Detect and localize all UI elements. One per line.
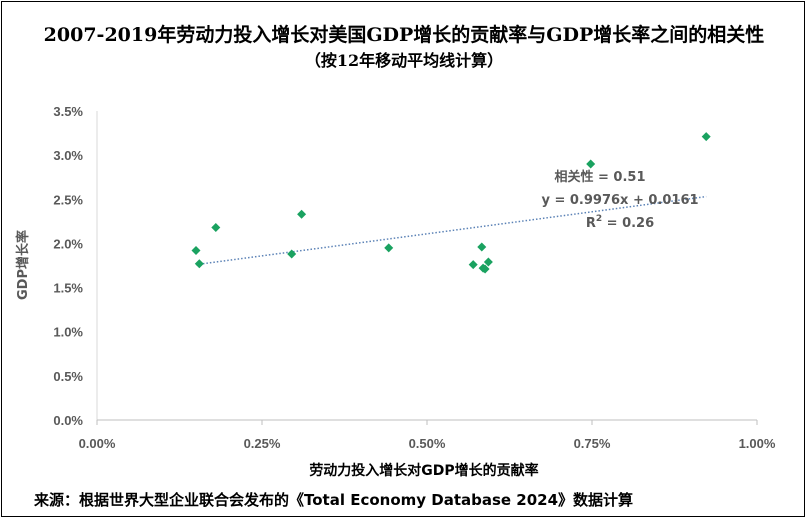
r-squared-label: R2 = 0.26: [586, 214, 654, 231]
y-tick-label: 0.0%: [53, 413, 83, 428]
x-tick-label: 0.25%: [244, 436, 281, 451]
data-point: [211, 223, 221, 233]
data-point: [477, 242, 487, 252]
chart-subtitle: （按12年移动平均线计算）: [305, 51, 503, 70]
x-tick-label: 0.75%: [574, 436, 611, 451]
y-axis-ticks: 0.0% 0.5% 1.0% 1.5% 2.0% 2.5% 3.0% 3.5%: [53, 104, 83, 428]
data-point: [287, 249, 297, 259]
chart-title: 2007-2019年劳动力投入增长对美国GDP增长的贡献率与GDP增长率之间的相…: [44, 23, 765, 46]
x-tick-label: 0.00%: [79, 436, 116, 451]
y-tick-label: 1.5%: [53, 281, 83, 296]
y-tick-label: 1.0%: [53, 325, 83, 340]
data-point: [480, 264, 490, 274]
data-point: [194, 259, 204, 269]
data-point: [297, 209, 307, 219]
data-point: [483, 257, 493, 267]
data-point: [701, 132, 711, 142]
data-point: [586, 159, 596, 169]
data-point: [191, 245, 201, 255]
y-tick-label: 3.0%: [53, 148, 83, 163]
x-axis-title: 劳动力投入增长对GDP增长的贡献率: [309, 462, 538, 479]
x-tick-label: 0.50%: [409, 436, 446, 451]
trendline-equation: y = 0.9976x + 0.0161: [541, 193, 698, 208]
x-tick-label: 1.00%: [739, 436, 776, 451]
y-tick-label: 2.0%: [53, 236, 83, 251]
x-axis-ticks: 0.00% 0.25% 0.50% 0.75% 1.00%: [79, 420, 776, 451]
correlation-label: 相关性 = 0.51: [554, 169, 645, 185]
y-tick-label: 0.5%: [53, 369, 83, 384]
data-points: [191, 132, 711, 274]
data-point: [384, 243, 394, 253]
source-note: 来源：根据世界大型企业联合会发布的《Total Economy Database…: [33, 491, 633, 509]
y-tick-label: 3.5%: [53, 104, 83, 119]
y-axis-title: GDP增长率: [15, 230, 31, 300]
data-point: [468, 260, 478, 270]
y-tick-label: 2.5%: [53, 192, 83, 207]
